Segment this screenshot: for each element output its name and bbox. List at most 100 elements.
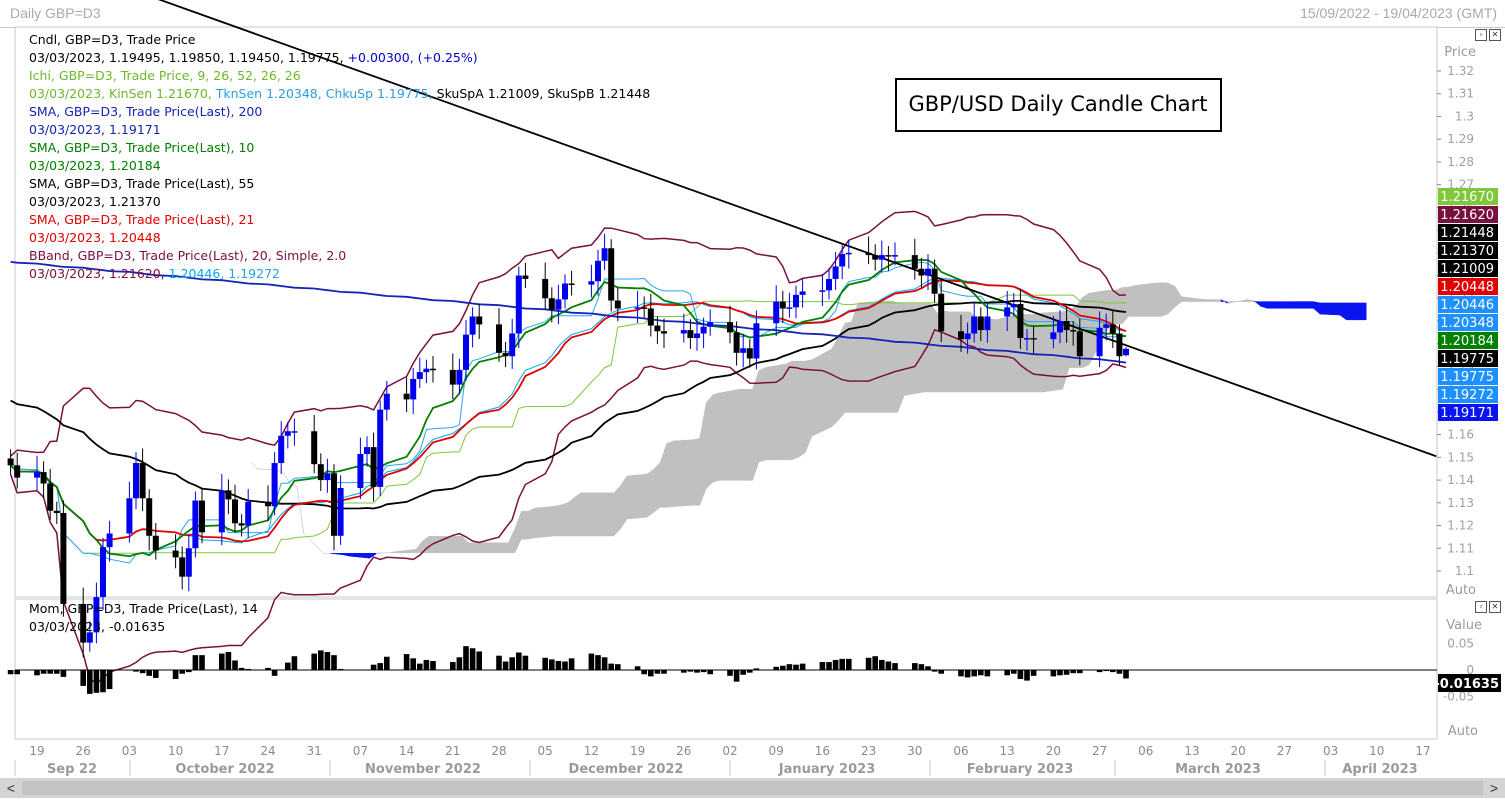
candle-body [238, 523, 245, 526]
cloud-segment [613, 485, 621, 537]
scroll-left-arrow-icon[interactable]: < [6, 780, 16, 796]
cloud-segment [903, 303, 925, 396]
momentum-bar [1017, 670, 1024, 680]
momentum-bar [87, 670, 93, 694]
cloud-segment [831, 336, 839, 428]
date-tick-label: 24 [260, 744, 275, 758]
candle-body [588, 281, 595, 285]
date-tick-label: 09 [769, 744, 784, 758]
price-tick-label: 1.29 [1447, 132, 1474, 146]
mom-restore-button[interactable]: ▫ [1475, 601, 1487, 613]
legend-line: 03/03/2023, 1.20184 [29, 158, 161, 173]
price-tag-label: 1.20446 [1440, 298, 1494, 313]
price-tick-label: 1.15 [1447, 450, 1474, 464]
price-tag [1438, 386, 1498, 403]
momentum-bar [1096, 670, 1103, 673]
momentum-bar [542, 657, 548, 670]
candle-body [793, 294, 799, 308]
candle-body [278, 435, 285, 464]
main-restore-button[interactable]: ▫ [1475, 29, 1487, 41]
momentum-bar [60, 670, 67, 677]
candle-body [357, 453, 364, 489]
price-tag [1438, 314, 1498, 331]
cloud-segment [1359, 302, 1367, 321]
momentum-bar [1063, 670, 1070, 675]
momentum-bar [747, 670, 753, 673]
momentum-bar [978, 670, 984, 676]
axes: 1.321.311.31.291.281.271.261.251.241.231… [14, 64, 1501, 777]
momentum-bar [1070, 670, 1076, 674]
price-tag-label: 1.20348 [1440, 316, 1494, 331]
candle-body [403, 393, 410, 400]
price-tick-label: 1.16 [1447, 428, 1474, 442]
legend-text: TknSen 1.20348, ChkuSp 1.19775, [212, 86, 433, 101]
cloud-segment [785, 360, 793, 461]
legend-text: 03/03/2023, 1.19171 [29, 122, 161, 137]
main-close-button[interactable]: ✕ [1489, 29, 1501, 41]
price-tick-label: 1.12 [1447, 519, 1474, 533]
candle-body [218, 490, 225, 533]
momentum-bar [687, 670, 694, 672]
momentum-bar [608, 663, 614, 670]
candle-body [661, 331, 667, 334]
momentum-bar [727, 670, 733, 676]
price-tick-label: 1.28 [1447, 155, 1474, 169]
date-tick-label: 31 [307, 744, 322, 758]
cloud-segment [1352, 302, 1360, 321]
momentum-bar [146, 670, 152, 676]
cloud-segment [1266, 301, 1275, 309]
cloud-segment [1214, 299, 1222, 302]
candle-body [1109, 324, 1116, 334]
scroll-thumb[interactable] [22, 781, 1483, 795]
legend-text: SMA, GBP=D3, Trade Price(Last), 10 [29, 140, 254, 155]
candle-body [410, 378, 417, 400]
momentum-bar [681, 670, 687, 673]
candle-body [324, 473, 331, 481]
month-label: December 2022 [569, 762, 684, 777]
cloud-segment [653, 462, 661, 514]
value-tick-label: 0.05 [1447, 637, 1474, 651]
mom-close-button[interactable]: ✕ [1489, 601, 1501, 613]
momentum-bar [865, 657, 872, 670]
candle-body [14, 465, 21, 478]
candle-body [364, 447, 370, 454]
momentum-bar [423, 659, 430, 670]
momentum-bar [1116, 670, 1123, 674]
candle-body [694, 333, 700, 339]
candle-body [839, 253, 846, 267]
horizontal-scrollbar[interactable]: < > [0, 778, 1505, 798]
value-auto-label[interactable]: Auto [1448, 724, 1478, 739]
cloud-segment [1154, 282, 1162, 317]
momentum-bar [641, 670, 647, 675]
momentum-bar [54, 670, 60, 674]
momentum-bar [707, 670, 713, 675]
bband-lower-line [9, 328, 1127, 685]
momentum-bar [931, 670, 938, 672]
momentum-bar [826, 662, 832, 670]
chart-area[interactable]: 1.321.311.31.291.281.271.261.251.241.231… [0, 0, 1505, 778]
momentum-bar [456, 657, 463, 670]
date-tick-label: 26 [676, 744, 691, 758]
momentum-bar [331, 655, 337, 670]
candle-body [331, 473, 337, 536]
scroll-right-arrow-icon[interactable]: > [1489, 780, 1499, 796]
price-tag-label: 1.20184 [1440, 334, 1494, 349]
price-auto-label[interactable]: Auto [1446, 583, 1476, 598]
candle-body [152, 535, 159, 551]
cloud-segment [283, 473, 291, 485]
date-tick-label: 10 [1369, 744, 1384, 758]
candle-body [370, 447, 377, 487]
month-label: March 2023 [1175, 762, 1261, 777]
candle-body [641, 307, 648, 309]
candle-body [7, 458, 14, 466]
cloud-segment [554, 504, 562, 537]
candle-body [601, 248, 608, 261]
momentum-bar [793, 664, 799, 670]
candle-body [502, 352, 509, 357]
candle-body [1057, 321, 1063, 333]
price-tag-label: 1.21620 [1440, 208, 1494, 223]
cloud-segment [1306, 301, 1314, 309]
candle-body [126, 498, 133, 534]
cloud-segment [705, 394, 714, 490]
candle-body [753, 323, 760, 359]
